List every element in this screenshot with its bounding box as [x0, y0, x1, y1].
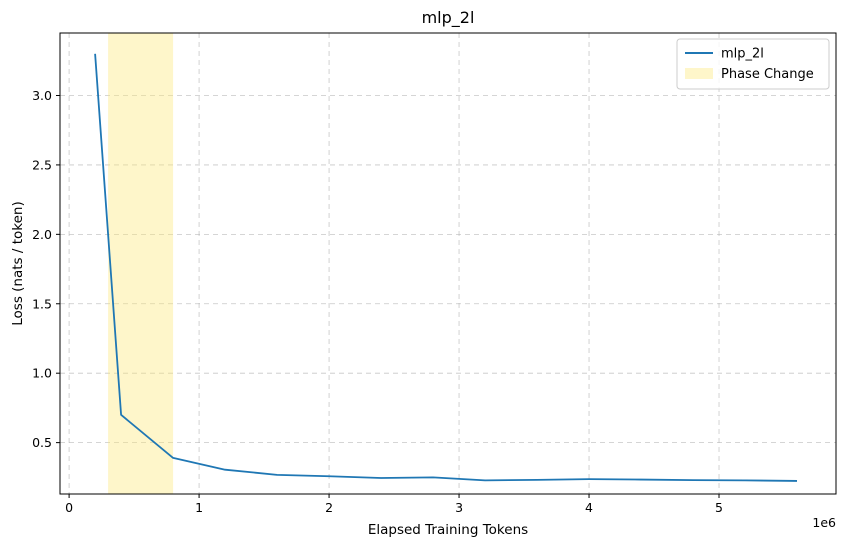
- legend-box: [676, 38, 830, 90]
- axes-frame: [59, 32, 837, 495]
- data-point: [328, 475, 331, 478]
- data-point: [588, 478, 591, 481]
- data-point: [380, 477, 383, 480]
- y-tick-label: 2.5: [32, 157, 52, 172]
- data-point: [224, 468, 227, 471]
- tick-group: 0 1 2 3 4 5 0.5 1.0 1.5 2.0 2.5 3.0: [32, 88, 723, 515]
- data-point: [172, 456, 175, 459]
- data-point: [744, 479, 747, 482]
- x-tick-label: 4: [585, 500, 593, 515]
- data-point: [432, 476, 435, 479]
- x-tick-label: 5: [715, 500, 723, 515]
- data-point: [276, 473, 279, 476]
- legend: mlp_2l Phase Change: [676, 38, 830, 90]
- phase-change-region: [108, 33, 174, 494]
- data-point: [640, 478, 643, 481]
- y-tick-label: 0.5: [32, 435, 52, 450]
- phase-change-band: [108, 33, 174, 494]
- series-line-mlp-2l: [94, 53, 798, 482]
- x-axis-offset-label: 1e6: [812, 515, 836, 530]
- data-point: [120, 413, 123, 416]
- x-tick-label: 0: [65, 500, 73, 515]
- data-point: [796, 479, 799, 482]
- y-tick-label: 1.0: [32, 366, 52, 381]
- data-point: [484, 479, 487, 482]
- x-tick-label: 1: [195, 500, 203, 515]
- data-point: [536, 478, 539, 481]
- y-tick-label: 1.5: [32, 296, 52, 311]
- x-axis-label: Elapsed Training Tokens: [368, 522, 528, 538]
- data-point: [692, 479, 695, 482]
- data-point: [94, 52, 97, 55]
- series-line-group: [94, 52, 799, 482]
- y-axis-label: Loss (nats / token): [10, 201, 26, 325]
- x-tick-label: 3: [455, 500, 463, 515]
- y-tick-label: 2.0: [32, 227, 52, 242]
- y-tick-label: 3.0: [32, 88, 52, 103]
- grid: [60, 33, 836, 494]
- legend-shade-swatch: [685, 68, 713, 79]
- x-tick-label: 2: [325, 500, 333, 515]
- legend-label-series: mlp_2l: [721, 47, 764, 62]
- legend-label-phase-change: Phase Change: [721, 67, 814, 82]
- chart-title: mlp_2l: [422, 8, 475, 28]
